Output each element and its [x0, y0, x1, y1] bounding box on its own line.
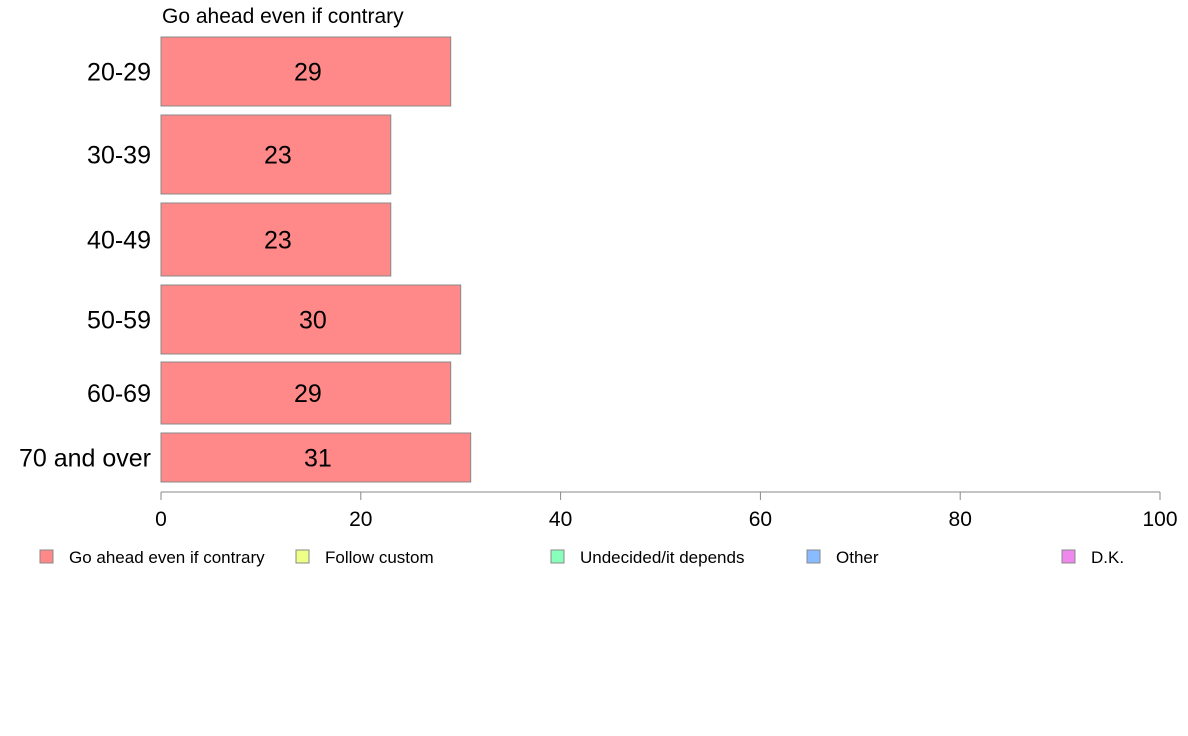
x-tick-label: 100 [1142, 508, 1177, 531]
x-tick-label: 60 [749, 508, 772, 531]
x-tick-label: 40 [549, 508, 572, 531]
data-label: 23 [264, 227, 292, 255]
bar-50-59 [160, 284, 462, 355]
bar-30-39 [160, 114, 392, 195]
category-label: 30-39 [87, 142, 151, 170]
category-label: 40-49 [87, 227, 151, 255]
legend-swatch [806, 549, 821, 564]
legend-swatch [550, 549, 565, 564]
x-tick-label: 20 [349, 508, 372, 531]
legend-swatch [39, 549, 54, 564]
category-label: 60-69 [87, 380, 151, 408]
data-label: 29 [294, 59, 322, 87]
legend-label: D.K. [1091, 548, 1124, 567]
legend-swatch [295, 549, 310, 564]
chart-title: Go ahead even if contrary [162, 5, 404, 28]
legend-label: Go ahead even if contrary [69, 548, 265, 567]
category-label: 70 and over [19, 445, 151, 473]
category-label: 20-29 [87, 59, 151, 87]
legend-label: Follow custom [325, 548, 434, 567]
data-label: 29 [294, 380, 322, 408]
x-tick-label: 80 [949, 508, 972, 531]
legend-label: Undecided/it depends [580, 548, 744, 567]
data-label: 30 [299, 307, 327, 335]
bar-70-and-over [160, 432, 472, 483]
legend-swatch [1061, 549, 1076, 564]
bar-20-29 [160, 36, 452, 107]
bar-40-49 [160, 202, 392, 277]
bar-60-69 [160, 361, 452, 425]
category-label: 50-59 [87, 307, 151, 335]
data-label: 23 [264, 142, 292, 170]
x-tick-label: 0 [155, 508, 167, 531]
legend-label: Other [836, 548, 879, 567]
data-label: 31 [304, 445, 332, 473]
